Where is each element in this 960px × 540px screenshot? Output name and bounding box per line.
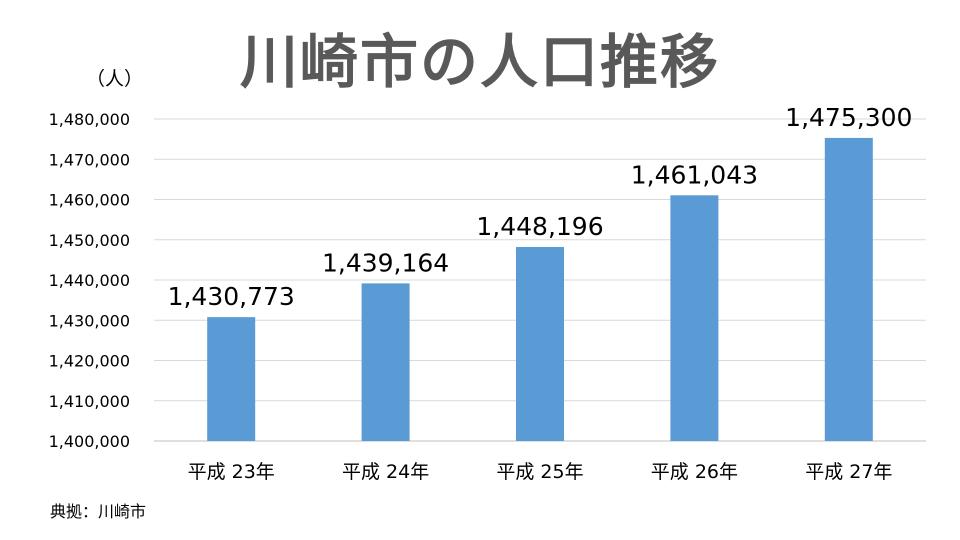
chart-title: 川崎市の人口推移 xyxy=(239,28,720,96)
bar xyxy=(516,247,564,441)
y-tick-label: 1,400,000 xyxy=(49,432,130,451)
data-labels: 1,430,773 1,439,164 1,448,196 1,461,043 1,47… xyxy=(168,103,913,311)
x-tick-label: 平成 24年 xyxy=(342,461,429,483)
source-note: 典拠：川崎市 xyxy=(50,502,147,521)
x-tick-label: 平成 23年 xyxy=(188,461,275,483)
data-label: 1,461,043 xyxy=(631,160,758,189)
y-axis-unit-label: （人） xyxy=(86,68,144,90)
y-tick-label: 1,480,000 xyxy=(49,110,130,129)
y-tick-label: 1,420,000 xyxy=(49,352,130,371)
data-label: 1,475,300 xyxy=(785,103,912,132)
data-label: 1,430,773 xyxy=(168,282,295,311)
bar xyxy=(670,195,719,441)
data-label: 1,439,164 xyxy=(322,248,449,277)
y-tick-label: 1,460,000 xyxy=(49,191,130,210)
y-axis-ticks: 1,400,000 1,410,000 1,420,000 1,430,000 1,44… xyxy=(49,110,130,451)
bars xyxy=(207,137,873,442)
x-axis-ticks: 平成 23年 平成 24年 平成 25年 平成 26年 平成 27年 xyxy=(188,461,893,483)
y-tick-label: 1,430,000 xyxy=(49,311,130,330)
x-tick-label: 平成 27年 xyxy=(805,461,892,483)
bar xyxy=(361,283,410,441)
x-tick-label: 平成 26年 xyxy=(651,461,738,483)
y-tick-label: 1,470,000 xyxy=(49,150,130,169)
x-tick-label: 平成 25年 xyxy=(496,461,583,483)
y-tick-label: 1,450,000 xyxy=(49,231,130,250)
data-label: 1,448,196 xyxy=(476,212,603,241)
y-tick-label: 1,440,000 xyxy=(49,271,130,290)
bar xyxy=(824,137,873,442)
bar xyxy=(207,317,256,441)
y-tick-label: 1,410,000 xyxy=(49,392,130,411)
